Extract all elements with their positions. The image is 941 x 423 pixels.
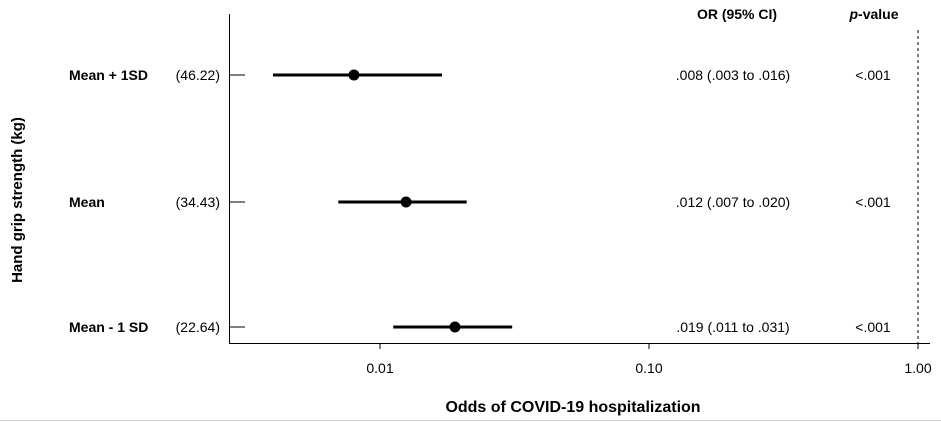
row-label: Mean + 1SD — [69, 67, 148, 83]
or-ci-text: .019 (.011 to .031) — [676, 319, 789, 335]
or-ci-text: .008 (.003 to .016) — [676, 67, 790, 83]
p-value-text: <.001 — [855, 319, 891, 335]
row-label: Mean — [69, 194, 105, 210]
or-ci-text: .012 (.007 to .020) — [676, 194, 790, 210]
point-estimate — [348, 69, 360, 81]
row-value-label: (22.64) — [176, 319, 220, 335]
x-axis-ticks: 0.01 0.10 1.00 — [366, 30, 932, 376]
x-tick-label: 1.00 — [904, 360, 931, 376]
p-value-header-p: p — [848, 6, 858, 22]
point-estimate — [449, 321, 461, 333]
row-label: Mean - 1 SD — [69, 319, 148, 335]
x-axis-title: Odds of COVID-19 hospitalization — [445, 399, 700, 416]
forest-rows: Mean + 1SD (46.22) .008 (.003 to .016) <.00… — [69, 67, 891, 335]
or-column-header: OR (95% CI) — [697, 6, 777, 22]
x-tick-label: 0.10 — [635, 360, 662, 376]
point-estimate — [400, 196, 412, 208]
y-axis-title: Hand grip strength (kg) — [9, 117, 26, 283]
row-value-label: (46.22) — [176, 67, 220, 83]
p-value-column-header: p-value — [848, 6, 898, 22]
row-value-label: (34.43) — [176, 194, 220, 210]
p-value-header-suffix: -value — [858, 6, 899, 22]
x-tick-label: 0.01 — [366, 360, 393, 376]
p-value-text: <.001 — [855, 67, 891, 83]
p-value-text: <.001 — [855, 194, 891, 210]
